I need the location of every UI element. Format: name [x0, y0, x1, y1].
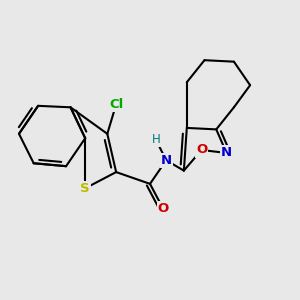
- Text: Cl: Cl: [109, 98, 123, 111]
- Text: S: S: [80, 182, 90, 195]
- Text: N: N: [221, 146, 232, 159]
- Text: H: H: [152, 133, 160, 146]
- Text: N: N: [160, 154, 172, 167]
- Text: O: O: [196, 143, 207, 157]
- Text: O: O: [158, 202, 169, 215]
